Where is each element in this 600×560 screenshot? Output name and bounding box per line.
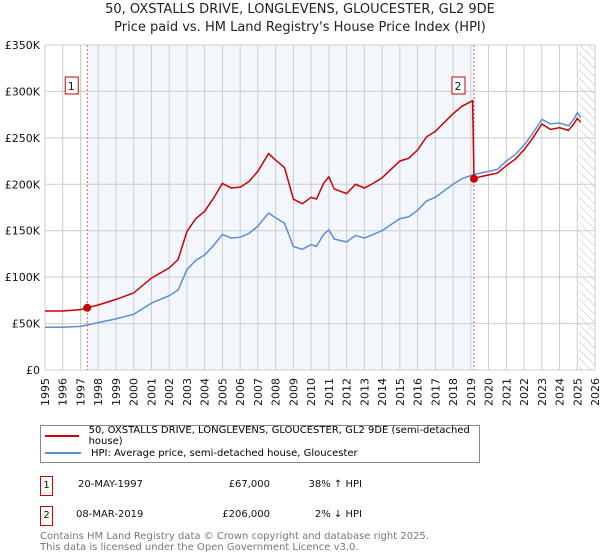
x-tick-label: 2012: [341, 378, 354, 406]
x-tick-label: 2026: [589, 378, 600, 406]
x-tick-label: 2011: [323, 378, 336, 406]
y-tick-label: £350K: [5, 39, 41, 52]
x-tick-label: 2005: [216, 378, 229, 406]
sale-price: £206,000: [222, 509, 270, 520]
x-tick-label: 1995: [39, 378, 52, 406]
x-tick-label: 1997: [74, 378, 87, 406]
legend-swatch-red: [45, 435, 79, 437]
sale-point: [83, 303, 92, 312]
legend-swatch-blue: [45, 452, 81, 454]
annotation-box: [451, 76, 466, 95]
x-tick-label: 2019: [465, 378, 478, 406]
series-line: [45, 111, 582, 329]
ownership-shading: [87, 45, 475, 370]
annotation-label: 2: [455, 80, 462, 93]
chart-subtitle: Price paid vs. HM Land Registry's House …: [114, 20, 486, 35]
x-tick-label: 2016: [412, 378, 425, 406]
x-tick-label: 2003: [181, 378, 194, 406]
legend-item-hpi: HPI: Average price, semi-detached house,…: [45, 446, 358, 460]
x-tick-label: 2015: [394, 378, 407, 406]
footer: Contains HM Land Registry data © Crown c…: [40, 531, 429, 553]
footer-line: Contains HM Land Registry data © Crown c…: [40, 531, 429, 542]
legend-label: HPI: Average price, semi-detached house,…: [91, 447, 358, 459]
sale-point: [470, 174, 478, 183]
y-tick-label: £150K: [5, 225, 41, 238]
x-tick-label: 2022: [518, 378, 531, 406]
footer-line: This data is licensed under the Open Gov…: [40, 542, 359, 553]
x-tick-label: 1998: [92, 378, 105, 406]
x-tick-label: 2018: [447, 378, 460, 406]
sale-date: 08-MAR-2019: [76, 509, 144, 520]
x-tick-label: 2020: [483, 378, 496, 406]
y-tick-label: £50K: [12, 318, 41, 331]
sale-badge: 1: [40, 476, 53, 496]
x-tick-label: 2002: [163, 378, 176, 406]
x-tick-label: 2007: [252, 378, 265, 406]
x-tick-label: 2006: [234, 378, 247, 406]
x-tick-label: 2017: [429, 378, 442, 406]
x-tick-label: 2000: [128, 378, 141, 406]
price-chart: 1995 1996 1997 1998 1999 2000 2001 2002 2003 2004…: [5, 39, 600, 406]
legend-label: 50, OXSTALLS DRIVE, LONGLEVENS, GLOUCEST…: [88, 425, 470, 447]
sale-date: 20-MAY-1997: [78, 479, 144, 490]
x-tick-label: 2001: [145, 378, 158, 406]
legend-item-property: 50, OXSTALLS DRIVE, LONGLEVENS, GLOUCEST…: [45, 425, 479, 447]
x-tick-label: 2024: [554, 378, 567, 406]
x-tick-label: 2013: [358, 378, 371, 406]
sale-badge: 2: [40, 506, 53, 526]
series-line: [45, 99, 582, 312]
x-tick-label: 2014: [376, 378, 389, 406]
x-tick-label: 2025: [571, 378, 584, 406]
x-tick-label: 2008: [270, 378, 283, 406]
x-tick-label: 2023: [536, 378, 549, 406]
x-tick-label: 1996: [57, 378, 70, 406]
annotation-box: [64, 76, 79, 95]
sale-price: £67,000: [228, 479, 270, 490]
y-tick-label: £250K: [5, 132, 41, 145]
legend: 50, OXSTALLS DRIVE, LONGLEVENS, GLOUCEST…: [40, 425, 480, 463]
y-tick-label: £300K: [5, 85, 41, 98]
forecast-hatch: [579, 45, 595, 370]
y-tick-label: £200K: [5, 178, 41, 191]
x-tick-label: 2010: [305, 378, 318, 406]
sale-hpi-diff: 38% ↑ HPI: [308, 479, 362, 490]
x-tick-label: 2009: [287, 378, 300, 406]
x-tick-label: 2004: [199, 378, 212, 406]
x-tick-label: 1999: [110, 378, 123, 406]
y-tick-label: £100K: [5, 271, 41, 284]
y-tick-label: £0: [26, 364, 40, 377]
chart-title: 50, OXSTALLS DRIVE, LONGLEVENS, GLOUCEST…: [105, 2, 495, 17]
annotation-label: 1: [68, 80, 75, 93]
sale-hpi-diff: 2% ↓ HPI: [314, 509, 362, 520]
x-tick-label: 2021: [500, 378, 513, 406]
